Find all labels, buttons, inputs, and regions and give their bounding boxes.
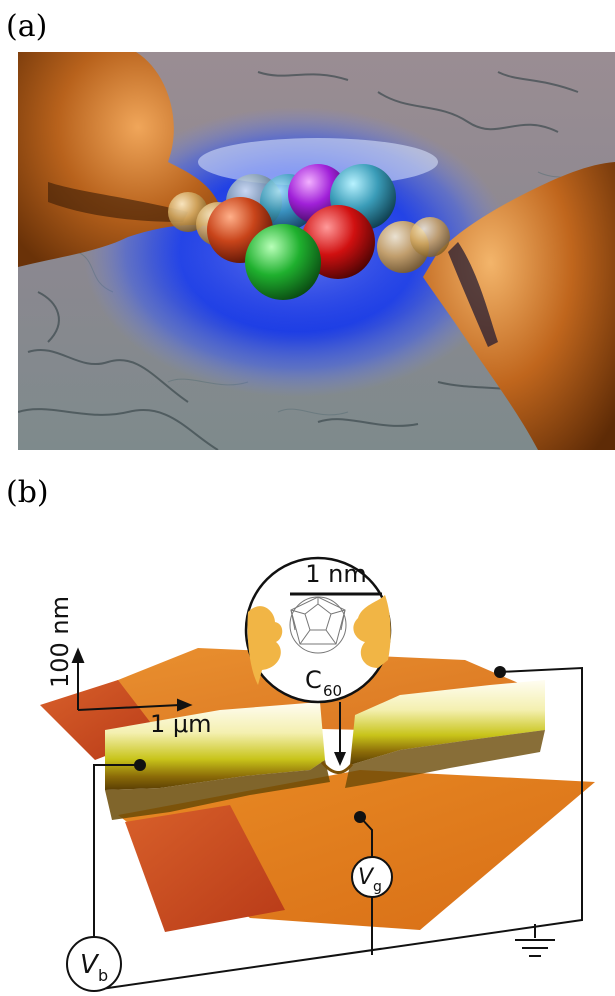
panel-b-label: (b) <box>6 475 49 510</box>
bias-voltage-symbol: V <box>80 950 100 980</box>
inset-pointer-arrow <box>334 702 346 766</box>
bias-contact-dot <box>134 759 146 771</box>
panel-a-label: (a) <box>6 9 48 44</box>
ground-icon <box>515 939 555 957</box>
molecule-inset: 1 nm C 60 <box>244 556 392 704</box>
bias-voltage-source: V b <box>66 936 122 992</box>
molecule-label: C <box>305 666 322 694</box>
scale-axes <box>71 647 193 712</box>
gate-contact-dot <box>354 811 366 823</box>
c60-molecule-icon <box>289 596 347 654</box>
drain-contact-dot <box>494 666 506 678</box>
panel-b-diagram: V b V g 100 nm 1 μm 1 nm <box>40 556 595 992</box>
gate-voltage-source: V g <box>351 856 393 898</box>
inset-scale-label: 1 nm <box>305 560 367 588</box>
gate-voltage-subscript: g <box>373 879 382 895</box>
bias-voltage-subscript: b <box>98 966 108 985</box>
gate-voltage-symbol: V <box>358 865 375 890</box>
vertical-scale-label: 100 nm <box>46 596 74 688</box>
molecule-subscript: 60 <box>323 682 342 700</box>
panel-a-illustration <box>18 52 615 450</box>
horizontal-scale-label: 1 μm <box>150 710 212 738</box>
